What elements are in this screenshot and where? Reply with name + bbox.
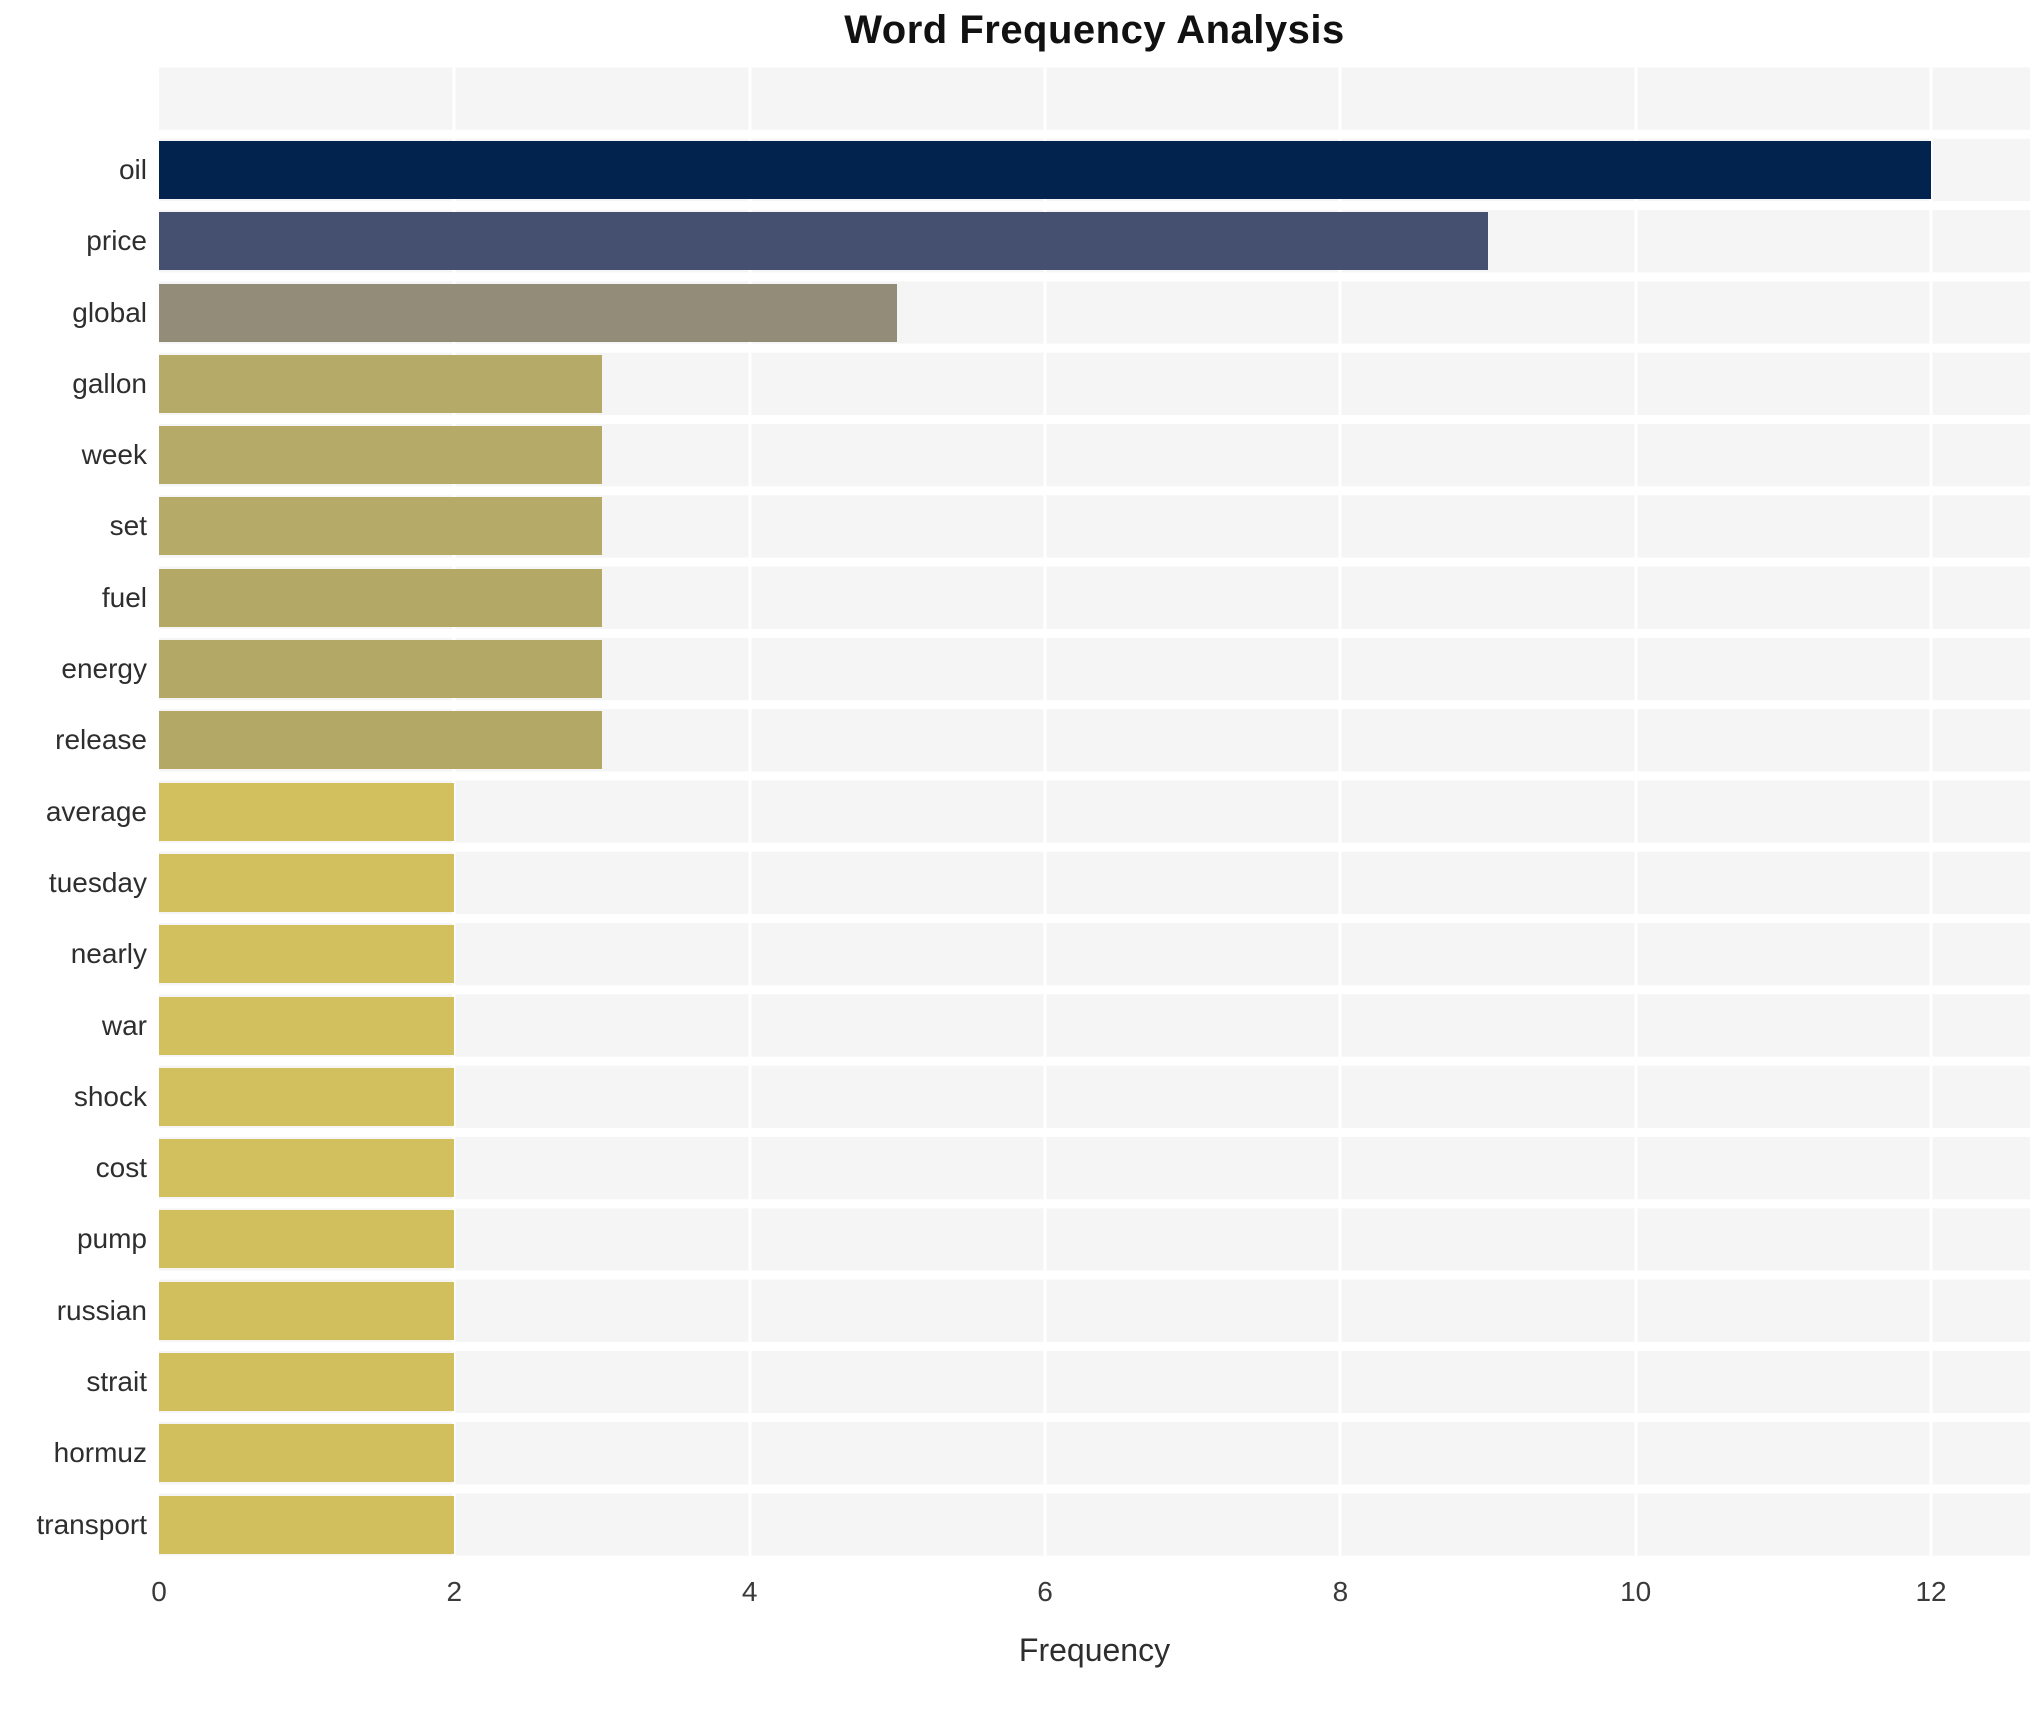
bar-global — [159, 283, 898, 342]
category-label: shock — [73, 1080, 147, 1112]
category-label: cost — [95, 1152, 147, 1184]
category-label: release — [55, 724, 147, 756]
x-axis-title: Frequency — [1018, 1632, 1171, 1668]
category-label: russian — [56, 1294, 147, 1326]
bar-gallon — [159, 354, 602, 413]
x-axis-ticks: 0 2 4 6 8 10 12 — [0, 1578, 2041, 1618]
category-label: pump — [76, 1223, 147, 1255]
bar-track — [159, 1139, 2041, 1198]
bar-row: set — [0, 491, 2041, 562]
bar-cost — [159, 1139, 455, 1198]
bar-track — [159, 996, 2041, 1055]
bar-hormuz — [159, 1424, 455, 1483]
chart-title: Word Frequency Analysis — [844, 8, 1345, 52]
category-label: fuel — [101, 581, 147, 613]
bar-track — [159, 1352, 2041, 1411]
bar-war — [159, 996, 455, 1055]
x-gridline-4 — [748, 63, 752, 1560]
x-gridline-10 — [1634, 63, 1638, 1560]
category-label: strait — [86, 1365, 147, 1397]
category-label: set — [109, 510, 147, 542]
bar-tuesday — [159, 853, 455, 912]
bar-row: russian — [0, 1275, 2041, 1346]
bar-track — [159, 1210, 2041, 1269]
bar-row: cost — [0, 1132, 2041, 1203]
category-label: price — [86, 225, 147, 257]
bar-row: hormuz — [0, 1418, 2041, 1489]
bar-row: tuesday — [0, 847, 2041, 918]
bar-track — [159, 1495, 2041, 1554]
category-label: tuesday — [48, 866, 147, 898]
category-label: oil — [118, 153, 147, 185]
bar-row: fuel — [0, 562, 2041, 633]
bar-row: war — [0, 990, 2041, 1061]
bar-track — [159, 782, 2041, 841]
bar-track — [159, 568, 2041, 627]
bar-row: transport — [0, 1489, 2041, 1560]
bar-row: shock — [0, 1061, 2041, 1132]
bar-average — [159, 782, 455, 841]
x-gridline-8 — [1338, 63, 1342, 1560]
x-tick-label: 8 — [1332, 1576, 1349, 1607]
bar-track — [159, 497, 2041, 556]
bar-pump — [159, 1210, 455, 1269]
bar-track — [159, 1067, 2041, 1126]
bar-track — [159, 1281, 2041, 1340]
bar-track — [159, 640, 2041, 699]
category-label: war — [101, 1009, 147, 1041]
bar-row: global — [0, 277, 2041, 348]
bar-row: energy — [0, 633, 2041, 704]
category-label: nearly — [70, 938, 147, 970]
bar-track — [159, 283, 2041, 342]
bar-week — [159, 426, 602, 485]
bar-russian — [159, 1281, 455, 1340]
x-gridline-6 — [1043, 63, 1047, 1560]
bar-row: pump — [0, 1204, 2041, 1275]
category-label: global — [72, 296, 147, 328]
bar-oil — [159, 140, 1932, 199]
x-tick-label: 2 — [446, 1576, 463, 1607]
category-label: energy — [61, 653, 147, 685]
bar-release — [159, 711, 602, 770]
bar-row: gallon — [0, 348, 2041, 419]
bar-track — [159, 925, 2041, 984]
bar-track — [159, 212, 2041, 271]
bar-row: week — [0, 419, 2041, 490]
category-label: transport — [36, 1508, 148, 1540]
x-tick-label: 6 — [1037, 1576, 1053, 1607]
x-tick-label: 4 — [741, 1576, 758, 1607]
bar-transport — [159, 1495, 455, 1554]
bar-fuel — [159, 568, 602, 627]
bar-set — [159, 497, 602, 556]
x-tick-label: 12 — [1915, 1576, 1947, 1607]
bar-row: oil — [0, 134, 2041, 205]
bar-nearly — [159, 925, 455, 984]
bar-shock — [159, 1067, 455, 1126]
bar-track — [159, 853, 2041, 912]
bar-row: nearly — [0, 919, 2041, 990]
x-tick-label: 0 — [151, 1576, 167, 1607]
x-gridline-2 — [452, 63, 456, 1560]
category-label: average — [45, 795, 147, 827]
bar-price — [159, 212, 1489, 271]
bar-row: release — [0, 705, 2041, 776]
bar-track — [159, 426, 2041, 485]
category-label: gallon — [72, 367, 147, 399]
bar-track — [159, 354, 2041, 413]
bar-rows: oil price global gallon week set fuel energy rel… — [0, 63, 2041, 1560]
category-label: hormuz — [53, 1437, 147, 1469]
bar-row: price — [0, 206, 2041, 277]
bar-track — [159, 711, 2041, 770]
bar-strait — [159, 1352, 455, 1411]
x-tick-label: 10 — [1620, 1576, 1652, 1607]
x-gridline-12 — [1929, 63, 1933, 1560]
bar-row: average — [0, 776, 2041, 847]
category-label: week — [81, 439, 147, 471]
bar-track — [159, 140, 2041, 199]
bar-row: strait — [0, 1346, 2041, 1417]
bar-track — [159, 1424, 2041, 1483]
top-spacer-row — [0, 63, 2041, 134]
bar-energy — [159, 640, 602, 699]
